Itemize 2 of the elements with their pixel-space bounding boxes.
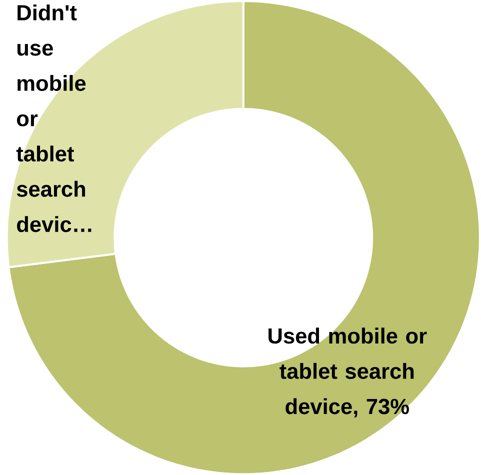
slice-label: Used mobile or tablet search device, 73% bbox=[268, 328, 427, 418]
slice-label: Didn't use mobile or tablet search devic… bbox=[16, 4, 92, 232]
